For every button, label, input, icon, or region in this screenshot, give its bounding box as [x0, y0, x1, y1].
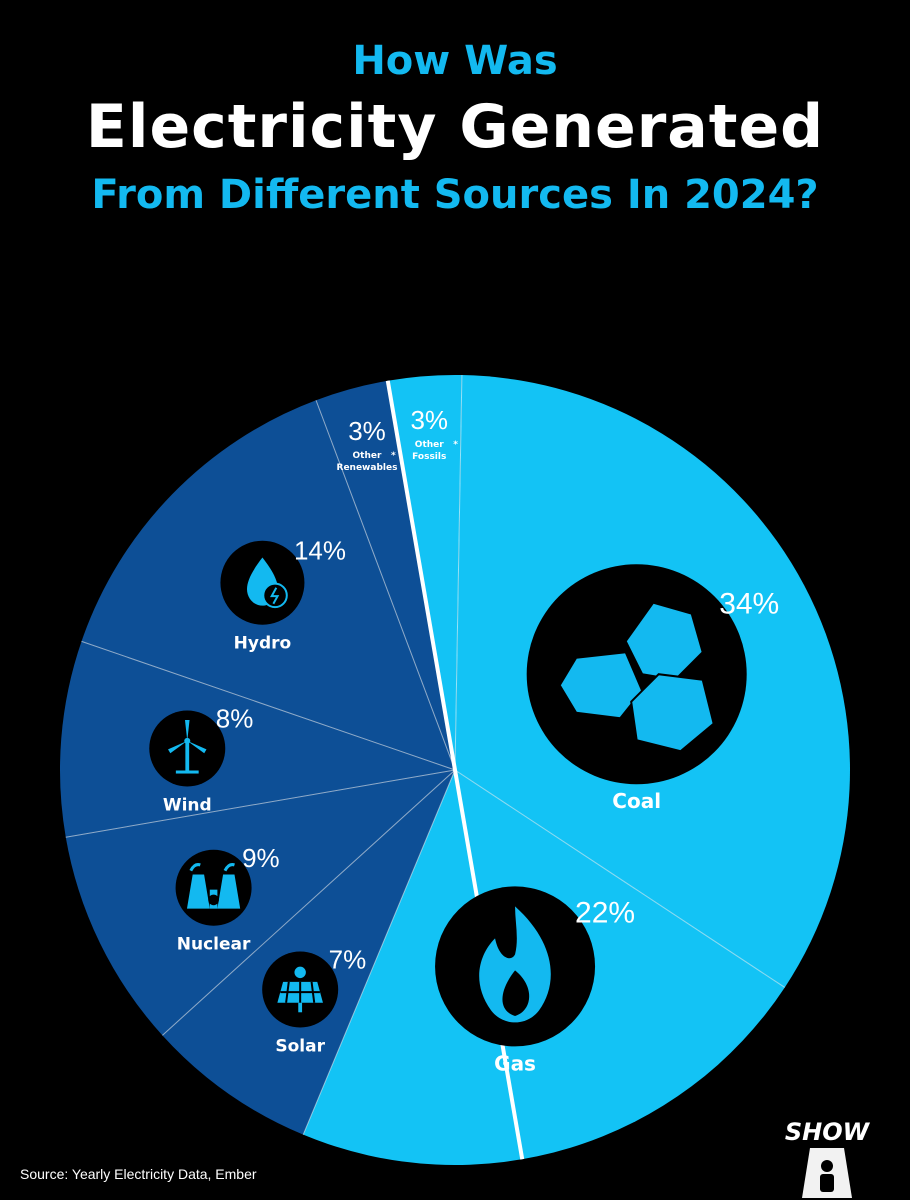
label-group-other-renewables: 3% Other Renewables * — [337, 416, 398, 473]
name-label-other-renewables: Renewables — [337, 463, 398, 473]
pct-label-other-renewables: 3% — [348, 416, 386, 446]
slice-other-fossils — [387, 374, 462, 770]
slice-solar — [162, 770, 455, 1135]
name-label-hydro: Hydro — [234, 634, 292, 654]
name-label-other-fossils: Fossils — [412, 452, 446, 462]
label-group-nuclear: 9% Nuclear — [175, 843, 280, 955]
asterisk-other-fossils: * — [453, 440, 458, 450]
label-group-other-fossils: 3% Other Fossils * — [410, 405, 458, 462]
name-label-nuclear: Nuclear — [177, 935, 251, 955]
name-label-wind: Wind — [163, 795, 212, 815]
title-line-3: From Different Sources In 2024? — [91, 172, 819, 218]
divider-line — [81, 640, 456, 771]
slice-wind — [60, 641, 456, 838]
divider-line — [65, 769, 456, 838]
pct-label-solar: 7% — [329, 945, 367, 975]
pct-label-wind: 8% — [216, 704, 254, 734]
label-group-hydro: 14% Hydro — [220, 536, 346, 654]
label-group-wind: 8% Wind — [149, 704, 254, 815]
logo-text: SHOW — [784, 1118, 870, 1146]
pct-label-hydro: 14% — [294, 536, 346, 566]
pct-label-gas: 22% — [575, 896, 635, 929]
icon-circle — [175, 849, 252, 926]
name-label-coal: Coal — [612, 789, 661, 813]
hydro-icon — [220, 540, 305, 625]
divider-line — [162, 769, 456, 1036]
source-note: Source: Yearly Electricity Data, Ember — [20, 1166, 257, 1182]
pct-label-coal: 34% — [719, 588, 779, 621]
show-logo: SHOW — [772, 1118, 882, 1198]
divider-line — [302, 769, 456, 1135]
coal-icon — [526, 564, 747, 785]
title-line-1: How Was — [352, 38, 558, 84]
icon-circle — [526, 564, 747, 785]
pct-label-other-fossils: 3% — [410, 405, 448, 435]
logo-person-icon — [802, 1148, 852, 1198]
solar-panel-icon — [262, 951, 339, 1028]
divider-line — [454, 769, 786, 988]
slice-other-renewables — [316, 380, 455, 770]
label-group-solar: 7% Solar — [262, 945, 367, 1056]
name-label-other-fossils: Other — [415, 440, 444, 450]
name-label-solar: Solar — [275, 1036, 325, 1056]
divider-line — [315, 400, 456, 771]
asterisk-other-renewables: * — [391, 451, 396, 461]
pct-label-nuclear: 9% — [242, 843, 280, 873]
label-group-coal: 34% Coal — [526, 564, 779, 813]
name-label-gas: Gas — [494, 1051, 536, 1075]
label-group-gas: 22% Gas — [435, 886, 635, 1075]
nuclear-plant-icon — [175, 849, 252, 926]
divider-line — [454, 375, 463, 771]
wind-turbine-icon — [149, 710, 226, 787]
name-label-other-renewables: Other — [353, 451, 382, 461]
title-line-2: Electricity Generated — [85, 92, 825, 162]
slice-nuclear — [65, 770, 455, 1036]
gas-flame-icon — [435, 886, 596, 1047]
